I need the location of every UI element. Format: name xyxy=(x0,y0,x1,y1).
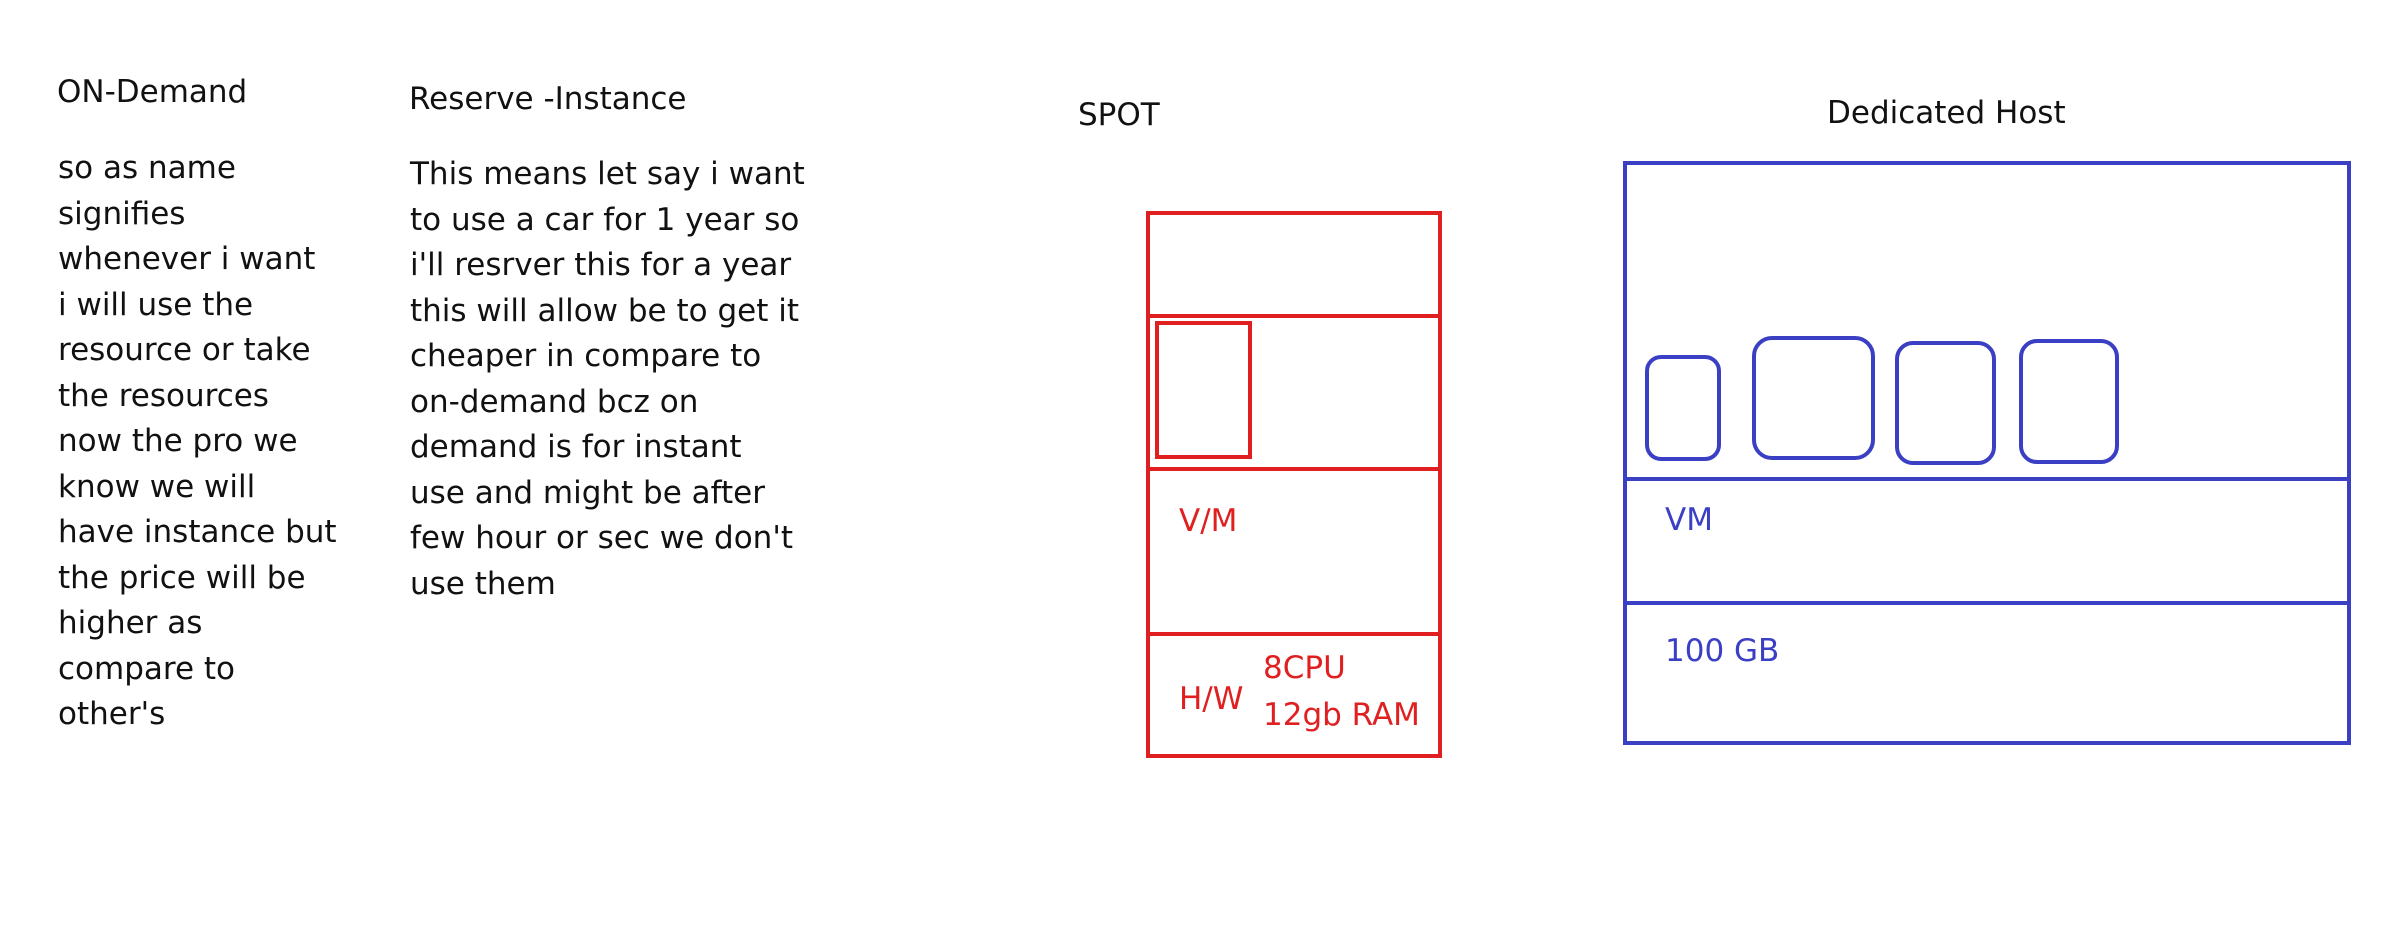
dedicated-host-storage-label: 100 GB xyxy=(1665,633,1779,669)
on-demand-title: ON-Demand xyxy=(57,74,248,110)
dedicated-host-vm-label: VM xyxy=(1665,502,1713,538)
dedicated-host-container-1 xyxy=(1645,355,1721,461)
dedicated-host-container-4 xyxy=(2019,339,2119,464)
dedicated-host-diagram: VM 100 GB xyxy=(1623,161,2351,745)
spot-vm-label: V/M xyxy=(1179,503,1237,539)
spot-title: SPOT xyxy=(1078,97,1160,133)
spot-hw-label: H/W xyxy=(1179,681,1243,717)
spot-cpu-label: 8CPU xyxy=(1263,650,1346,686)
reserve-instance-description: This means let say i want to use a car f… xyxy=(410,156,805,602)
reserve-instance-title: Reserve -Instance xyxy=(409,81,687,117)
dedicated-host-title: Dedicated Host xyxy=(1827,95,2066,131)
on-demand-description: so as name signifies whenever i want i w… xyxy=(58,150,337,732)
dedicated-host-outer-box xyxy=(1623,161,2351,745)
spot-container-box xyxy=(1155,321,1252,459)
spot-diagram: V/M H/W 8CPU 12gb RAM xyxy=(1146,211,1442,758)
spot-ram-label: 12gb RAM xyxy=(1263,697,1420,733)
dedicated-host-container-3 xyxy=(1895,341,1996,465)
dedicated-host-container-2 xyxy=(1752,336,1875,460)
spot-outer-box xyxy=(1146,211,1442,758)
